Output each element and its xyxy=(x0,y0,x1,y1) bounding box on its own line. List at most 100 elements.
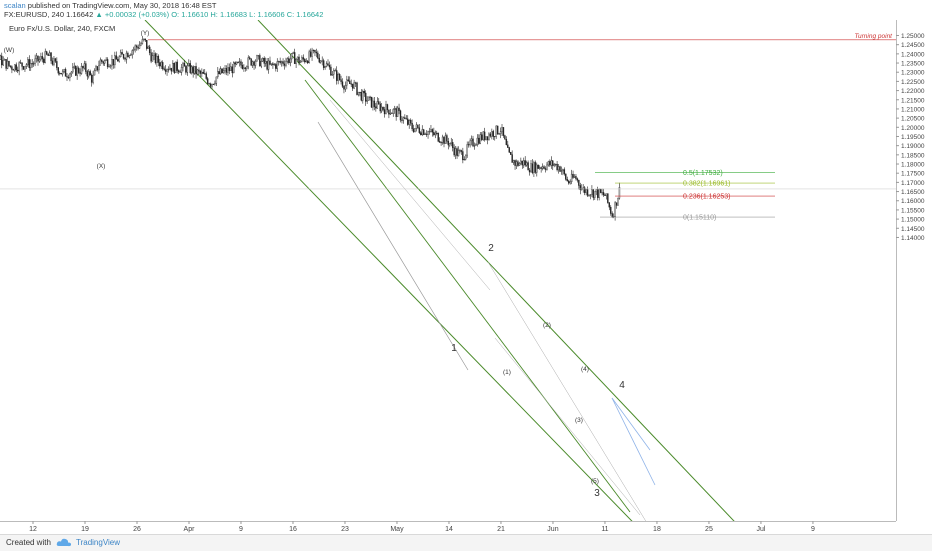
candle-body xyxy=(441,136,444,143)
candle-body xyxy=(54,58,57,62)
candle-body xyxy=(172,62,174,72)
candle-body xyxy=(553,164,555,166)
candle-body xyxy=(605,193,608,196)
candle-body xyxy=(337,74,339,81)
candle-body xyxy=(11,66,13,70)
candle-body xyxy=(176,61,178,71)
candle-body xyxy=(395,108,397,117)
y-tick-label: 1.20000 xyxy=(901,125,925,132)
candle-body xyxy=(182,62,184,68)
candle-body xyxy=(101,59,103,62)
candle-body xyxy=(421,129,423,136)
candle-body xyxy=(430,129,432,132)
candle-body xyxy=(512,160,515,163)
candle-body xyxy=(412,128,415,132)
channel-line xyxy=(494,337,641,516)
candle-body xyxy=(559,166,561,172)
candle-body xyxy=(301,57,303,62)
candle-body xyxy=(436,132,438,134)
candle-body xyxy=(46,51,48,55)
candle-body xyxy=(88,71,90,77)
candle-body xyxy=(583,187,586,193)
candle-body xyxy=(189,63,191,73)
channel-line xyxy=(329,99,491,291)
candle-body xyxy=(511,154,513,163)
candle-body xyxy=(72,67,74,73)
candle-body xyxy=(592,189,595,198)
candle-body xyxy=(34,58,36,64)
candle-body xyxy=(476,137,479,145)
wave-label: (1) xyxy=(503,369,511,376)
candle-body xyxy=(376,101,379,109)
candle-body xyxy=(486,136,489,140)
candle-body xyxy=(420,132,422,136)
candle-body xyxy=(40,56,42,60)
candle-body xyxy=(221,68,223,74)
candle-body xyxy=(582,187,584,189)
candle-body xyxy=(146,39,148,49)
candle-body xyxy=(109,65,112,67)
candle-body xyxy=(262,57,264,62)
candle-body xyxy=(19,62,22,64)
candle-body xyxy=(599,188,602,193)
author-link[interactable]: scalan xyxy=(4,1,26,10)
candle-body xyxy=(105,59,107,61)
candle-body xyxy=(77,67,80,73)
candle-body xyxy=(527,162,529,171)
candle-body xyxy=(228,67,231,71)
candle-body xyxy=(333,70,335,75)
candle-body xyxy=(601,192,603,194)
candle-body xyxy=(183,62,186,67)
chart-title: Euro Fx/U.S. Dollar, 240, FXCM xyxy=(9,24,115,33)
candle-body xyxy=(517,161,519,166)
candle-body xyxy=(44,51,46,63)
candle-body xyxy=(311,49,313,57)
candle-body xyxy=(369,96,371,98)
candle-body xyxy=(209,83,212,87)
candle-body xyxy=(254,60,257,66)
candle-body xyxy=(414,128,416,132)
candle-body xyxy=(396,107,399,117)
candle-body xyxy=(521,160,524,166)
candle-body xyxy=(469,140,471,146)
candle-body xyxy=(407,118,409,125)
candle-body xyxy=(607,193,609,203)
candle-body xyxy=(32,63,35,65)
candle-body xyxy=(118,56,120,62)
candle-body xyxy=(537,164,539,169)
candle-body xyxy=(85,63,87,72)
tradingview-brand[interactable]: TradingView xyxy=(76,538,121,547)
candle-body xyxy=(440,142,442,144)
wave-label: 2 xyxy=(488,243,494,254)
candle-body xyxy=(534,162,537,173)
candle-body xyxy=(479,134,481,144)
candle-body xyxy=(597,189,599,198)
wave-labels: (W)(Y)(X)12(2)(1)(4)(3)(5)345 xyxy=(4,30,637,550)
candle-body xyxy=(388,109,390,115)
candle-body xyxy=(433,131,435,136)
wave-label: (5) xyxy=(591,478,599,485)
candle-body xyxy=(431,129,434,133)
candle-body xyxy=(167,69,170,71)
wave-label: (Y) xyxy=(141,30,150,37)
candle-body xyxy=(246,66,248,69)
candle-body xyxy=(510,152,512,155)
candle-body xyxy=(51,60,54,65)
candle-body xyxy=(373,100,376,107)
candle-body xyxy=(230,66,232,71)
candle-body xyxy=(202,71,205,74)
candle-body xyxy=(576,178,579,181)
x-tick-label: 25 xyxy=(705,526,713,533)
candle-body xyxy=(320,60,322,63)
candle-body xyxy=(324,66,326,68)
candle-body xyxy=(450,142,452,144)
candle-body xyxy=(153,53,155,56)
candle-body xyxy=(547,161,550,166)
candle-body xyxy=(124,57,126,60)
candle-body xyxy=(341,81,344,87)
candle-body xyxy=(362,90,364,101)
candle-body xyxy=(482,131,484,140)
candle-body xyxy=(307,60,309,64)
candle-body xyxy=(309,51,312,57)
